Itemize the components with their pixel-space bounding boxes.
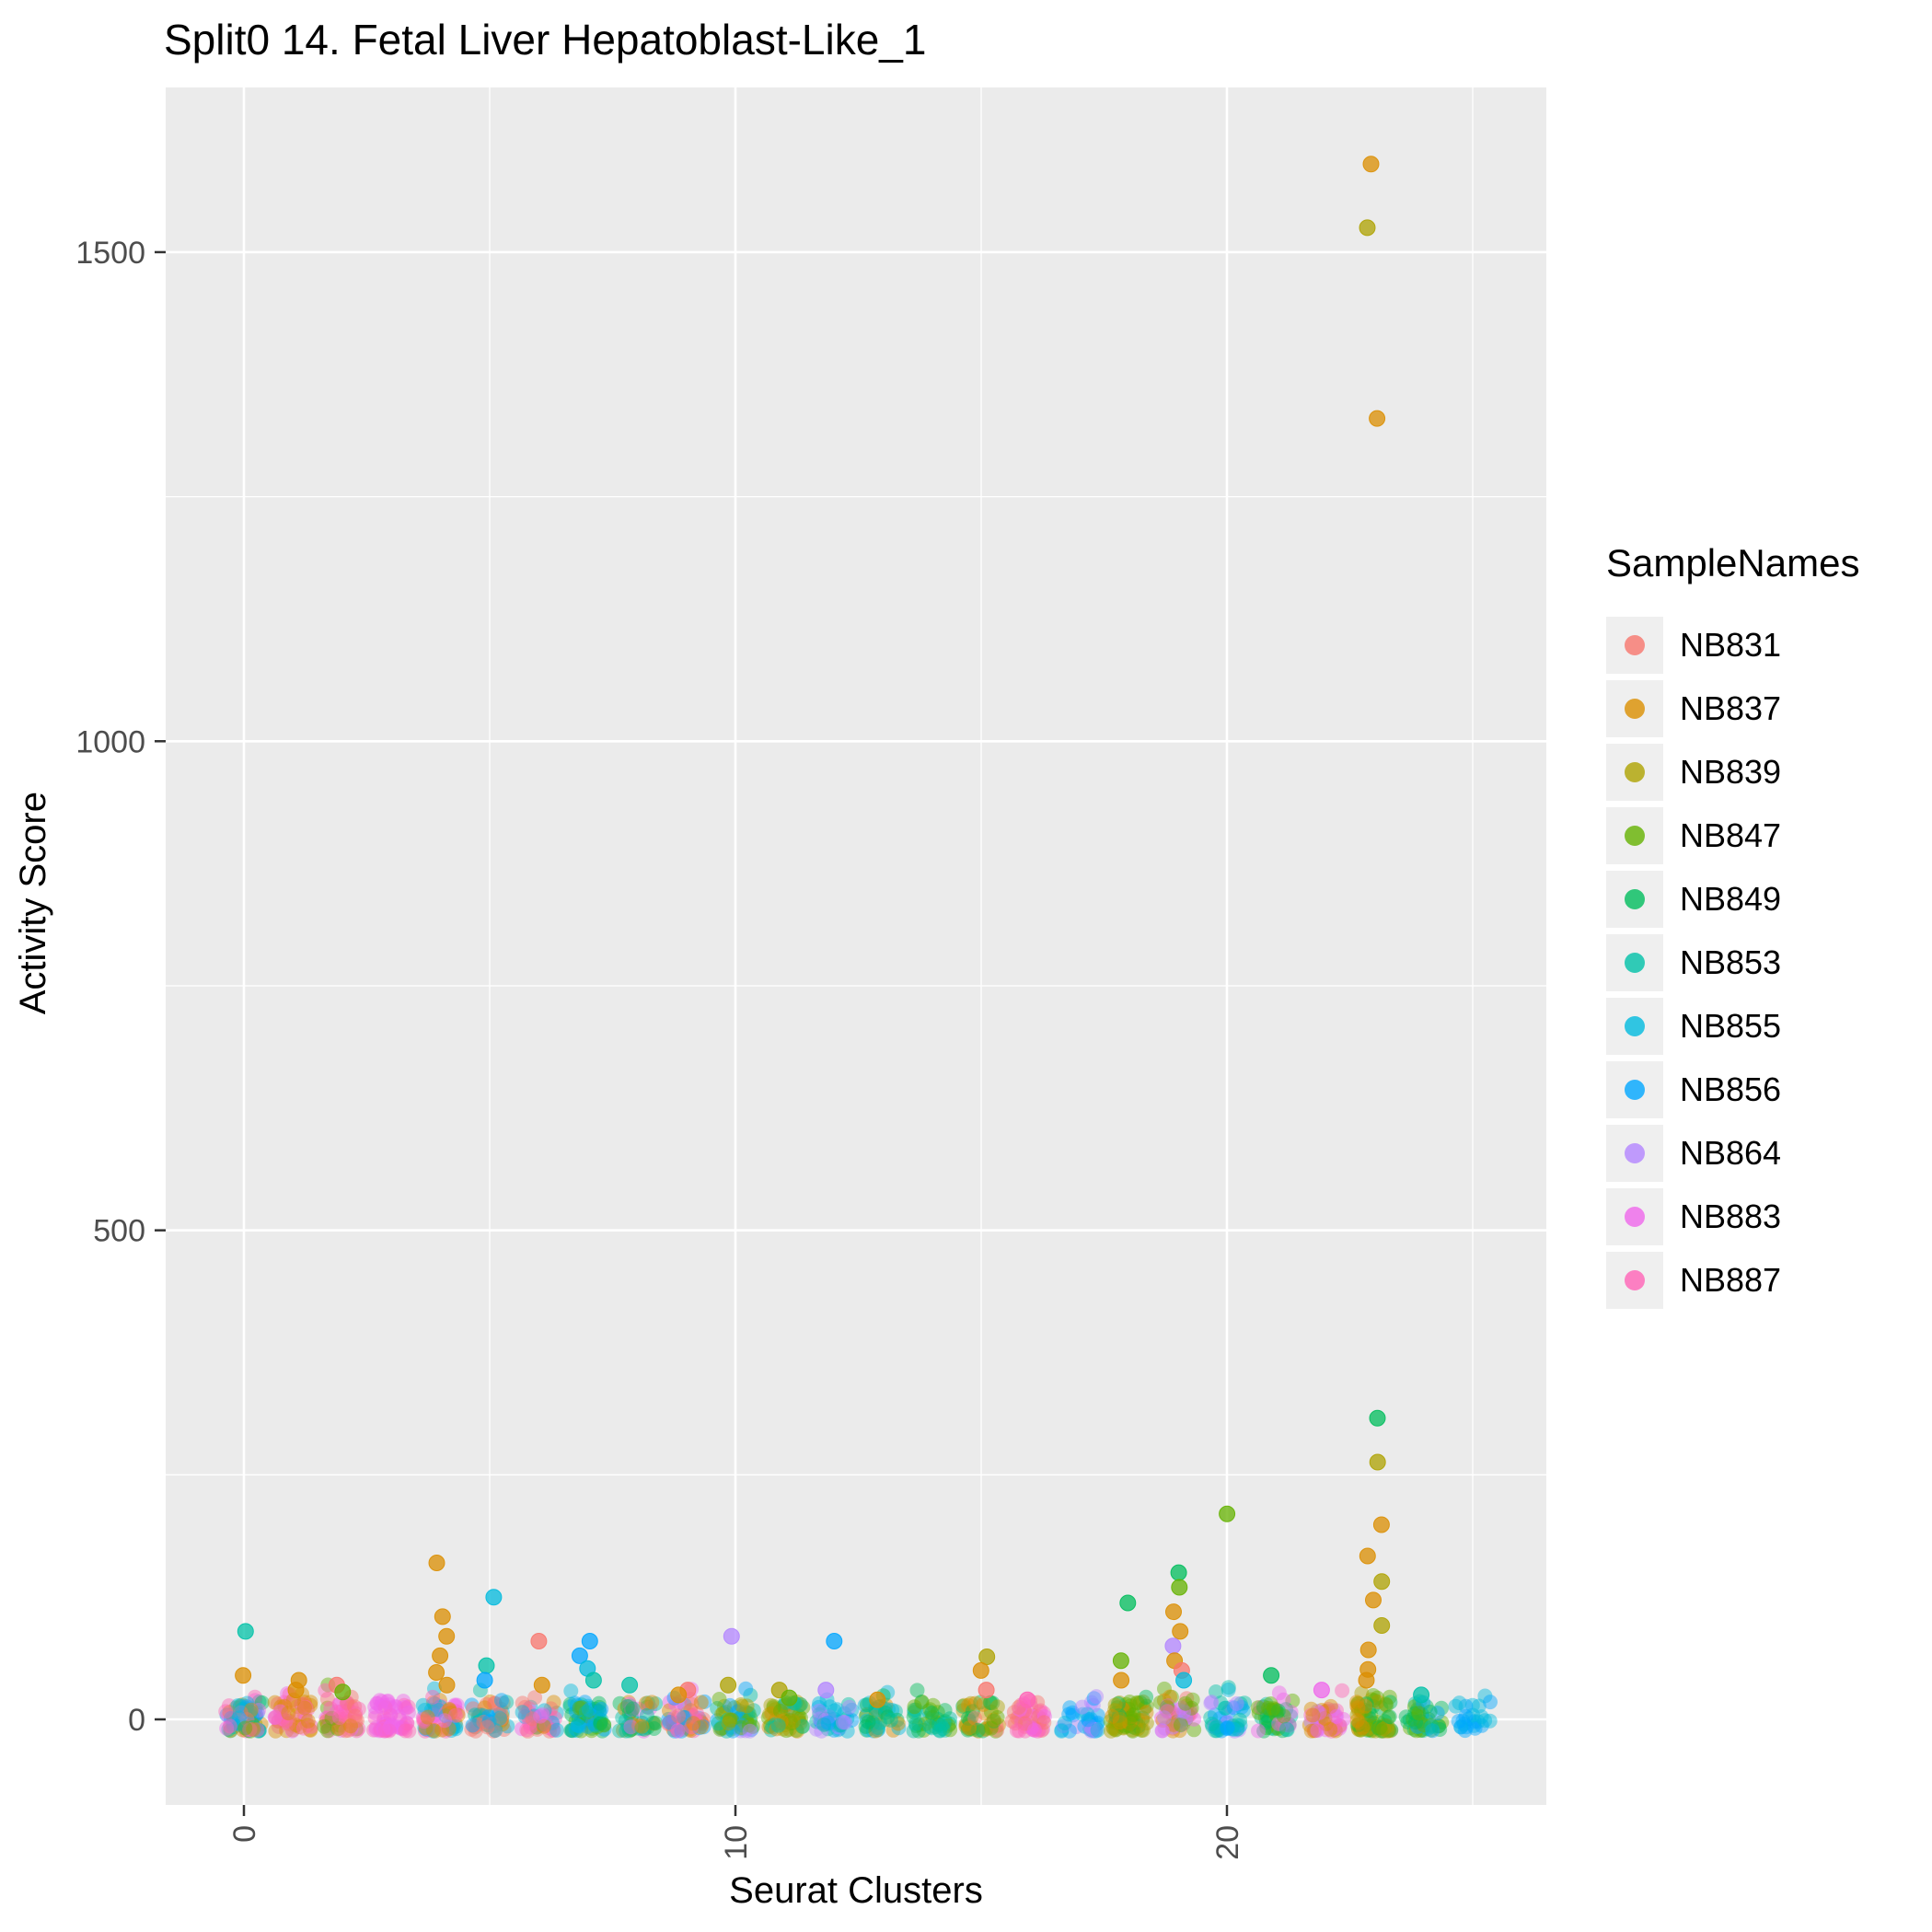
- x-tick-label: 0: [227, 1825, 262, 1843]
- x-tick-label: 10: [719, 1825, 754, 1860]
- y-tick-label: 0: [128, 1703, 145, 1738]
- legend-point-icon: [1625, 698, 1645, 719]
- legend-point-icon: [1625, 825, 1645, 846]
- legend-key: [1606, 1187, 1663, 1245]
- legend-label: NB853: [1680, 943, 1782, 981]
- legend-point-icon: [1625, 952, 1645, 973]
- y-tick-label: 500: [93, 1214, 145, 1249]
- legend-item-nb847: NB847: [1606, 804, 1859, 867]
- legend-label: NB839: [1680, 752, 1782, 791]
- legend-key: [1606, 1251, 1663, 1309]
- legend-item-nb855: NB855: [1606, 994, 1859, 1058]
- legend-key: [1606, 997, 1663, 1055]
- legend-key: [1606, 743, 1663, 801]
- legend-item-nb837: NB837: [1606, 677, 1859, 740]
- legend-items: NB831 NB837 NB839 NB847 NB849 NB853 NB855 NB856…: [1606, 613, 1859, 1312]
- legend-item-nb883: NB883: [1606, 1185, 1859, 1248]
- legend-point-icon: [1625, 1206, 1645, 1227]
- x-tick-label: 20: [1210, 1825, 1245, 1860]
- y-tick-label: 1500: [75, 236, 145, 271]
- scatter-points: [218, 156, 1498, 1739]
- legend-key: [1606, 1124, 1663, 1182]
- legend-key: [1606, 1060, 1663, 1118]
- legend-item-nb831: NB831: [1606, 613, 1859, 677]
- legend-label: NB883: [1680, 1197, 1782, 1235]
- legend-point-icon: [1625, 888, 1645, 909]
- legend: SampleNames NB831 NB837 NB839 NB847 NB849 NB8…: [1606, 541, 1859, 1312]
- legend-label: NB856: [1680, 1070, 1782, 1108]
- legend-point-icon: [1625, 1269, 1645, 1290]
- x-axis-title: Seurat Clusters: [729, 1870, 983, 1911]
- legend-label: NB855: [1680, 1006, 1782, 1045]
- legend-item-nb853: NB853: [1606, 931, 1859, 994]
- legend-key: [1606, 806, 1663, 864]
- legend-label: NB887: [1680, 1260, 1782, 1299]
- legend-item-nb839: NB839: [1606, 740, 1859, 804]
- legend-point-icon: [1625, 1079, 1645, 1100]
- legend-label: NB849: [1680, 879, 1782, 918]
- legend-key: [1606, 870, 1663, 928]
- legend-point-icon: [1625, 1142, 1645, 1163]
- y-axis-title: Activity Score: [13, 792, 53, 1015]
- legend-key: [1606, 933, 1663, 991]
- legend-point-icon: [1625, 761, 1645, 782]
- legend-item-nb887: NB887: [1606, 1248, 1859, 1312]
- legend-key: [1606, 679, 1663, 737]
- legend-point-icon: [1625, 1015, 1645, 1036]
- legend-label: NB864: [1680, 1133, 1782, 1172]
- legend-item-nb864: NB864: [1606, 1121, 1859, 1185]
- legend-item-nb856: NB856: [1606, 1058, 1859, 1121]
- y-tick-label: 1000: [75, 724, 145, 759]
- legend-key: [1606, 616, 1663, 674]
- legend-label: NB837: [1680, 688, 1782, 727]
- legend-item-nb849: NB849: [1606, 867, 1859, 931]
- legend-title: SampleNames: [1606, 541, 1860, 584]
- chart-title: Split0 14. Fetal Liver Hepatoblast-Like_…: [164, 16, 927, 64]
- legend-point-icon: [1625, 634, 1645, 655]
- legend-label: NB847: [1680, 816, 1782, 854]
- legend-label: NB831: [1680, 625, 1782, 664]
